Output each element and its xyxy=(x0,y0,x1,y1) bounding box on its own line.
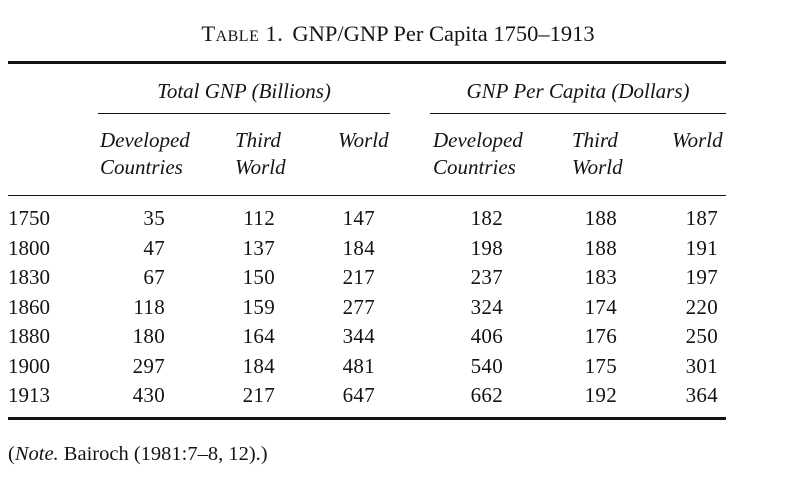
value-cell: 147 xyxy=(342,206,375,230)
value-cell: 277 xyxy=(342,294,375,319)
note-label: Note. xyxy=(14,442,59,465)
value-cell: 406 xyxy=(470,324,503,348)
value-cell: 192 xyxy=(584,383,617,407)
value-cell: 364 xyxy=(685,383,718,407)
value-cell: 324 xyxy=(470,294,503,319)
bottom-rule xyxy=(8,416,726,420)
year-cell: 1900 xyxy=(8,353,50,378)
value-cell: 197 xyxy=(685,265,718,289)
column-header-total-developed: Developed Countries xyxy=(98,114,198,195)
note-text: Bairoch (1981:7–8, 12).) xyxy=(58,442,268,465)
value-cell: 297 xyxy=(132,353,165,378)
table-note: (Note. Bairoch (1981:7–8, 12).) xyxy=(8,442,796,466)
value-cell: 184 xyxy=(342,235,375,260)
value-cell: 188 xyxy=(584,235,617,260)
top-rule xyxy=(8,61,726,64)
value-cell: 118 xyxy=(133,294,165,319)
value-cell: 481 xyxy=(342,353,375,378)
value-cell: 220 xyxy=(685,294,718,319)
column-header-line: Developed xyxy=(100,128,190,152)
column-header-total-third-world: Third World xyxy=(198,114,293,195)
value-cell: 217 xyxy=(342,265,375,289)
value-cell: 430 xyxy=(132,383,165,407)
column-header-percapita-third-world: Third World xyxy=(530,114,628,195)
table-title: Table 1. GNP/GNP Per Capita 1750–1913 xyxy=(0,0,796,47)
gnp-table: Total GNP (Billions) GNP Per Capita (Dol… xyxy=(8,61,726,420)
value-cell: 180 xyxy=(132,324,165,348)
column-header-line: Developed xyxy=(433,128,523,152)
row-gap xyxy=(390,234,430,264)
spanner-spacer xyxy=(8,64,98,114)
year-cell: 1860 xyxy=(8,294,50,319)
year-cell: 1800 xyxy=(8,235,50,260)
column-header-line: World xyxy=(235,155,286,179)
table-caption: GNP/GNP Per Capita 1750–1913 xyxy=(292,21,595,46)
column-header-line: Third xyxy=(235,128,281,152)
column-header-line: Third xyxy=(572,128,618,152)
group-gap xyxy=(390,64,430,114)
value-cell: 47 xyxy=(143,235,165,260)
value-cell: 183 xyxy=(584,265,617,289)
column-header-line: World xyxy=(572,155,623,179)
value-cell: 174 xyxy=(584,294,617,319)
value-cell: 159 xyxy=(242,294,275,319)
row-gap xyxy=(390,293,430,323)
value-cell: 150 xyxy=(242,265,275,289)
row-gap xyxy=(390,381,430,411)
value-cell: 662 xyxy=(470,383,503,407)
value-cell: 198 xyxy=(470,235,503,260)
row-gap xyxy=(390,263,430,293)
column-header-total-world: World xyxy=(293,114,390,195)
note-open-paren: ( xyxy=(8,442,15,465)
header-gap xyxy=(390,114,430,195)
column-header-line: World xyxy=(672,128,723,152)
row-gap xyxy=(390,352,430,382)
column-header-line: Countries xyxy=(433,155,516,179)
year-cell: 1913 xyxy=(8,383,50,407)
value-cell: 540 xyxy=(470,353,503,378)
value-cell: 184 xyxy=(242,353,275,378)
column-header-percapita-developed: Developed Countries xyxy=(430,114,530,195)
column-header-line: Countries xyxy=(100,155,183,179)
value-cell: 67 xyxy=(143,265,165,289)
table-number-label: Table 1. xyxy=(201,21,284,46)
column-header-percapita-world: World xyxy=(628,114,726,195)
year-cell: 1750 xyxy=(8,206,50,230)
year-cell: 1880 xyxy=(8,324,50,348)
year-cell: 1830 xyxy=(8,265,50,289)
value-cell: 164 xyxy=(242,324,275,348)
value-cell: 182 xyxy=(470,206,503,230)
value-cell: 188 xyxy=(584,206,617,230)
value-cell: 187 xyxy=(685,206,718,230)
value-cell: 647 xyxy=(342,383,375,407)
group-header-gnp-per-capita: GNP Per Capita (Dollars) xyxy=(430,64,726,114)
header-rule xyxy=(8,195,726,196)
value-cell: 176 xyxy=(584,324,617,348)
year-header-spacer xyxy=(8,114,98,195)
value-cell: 217 xyxy=(242,383,275,407)
value-cell: 137 xyxy=(242,235,275,260)
value-cell: 175 xyxy=(584,353,617,378)
value-cell: 35 xyxy=(143,206,165,230)
value-cell: 344 xyxy=(342,324,375,348)
value-cell: 191 xyxy=(685,235,718,260)
column-header-line: World xyxy=(338,128,389,152)
value-cell: 112 xyxy=(243,206,275,230)
value-cell: 301 xyxy=(685,353,718,378)
value-cell: 250 xyxy=(685,324,718,348)
group-header-total-gnp: Total GNP (Billions) xyxy=(98,64,390,114)
row-gap xyxy=(390,204,430,234)
value-cell: 237 xyxy=(470,265,503,289)
row-gap xyxy=(390,322,430,352)
